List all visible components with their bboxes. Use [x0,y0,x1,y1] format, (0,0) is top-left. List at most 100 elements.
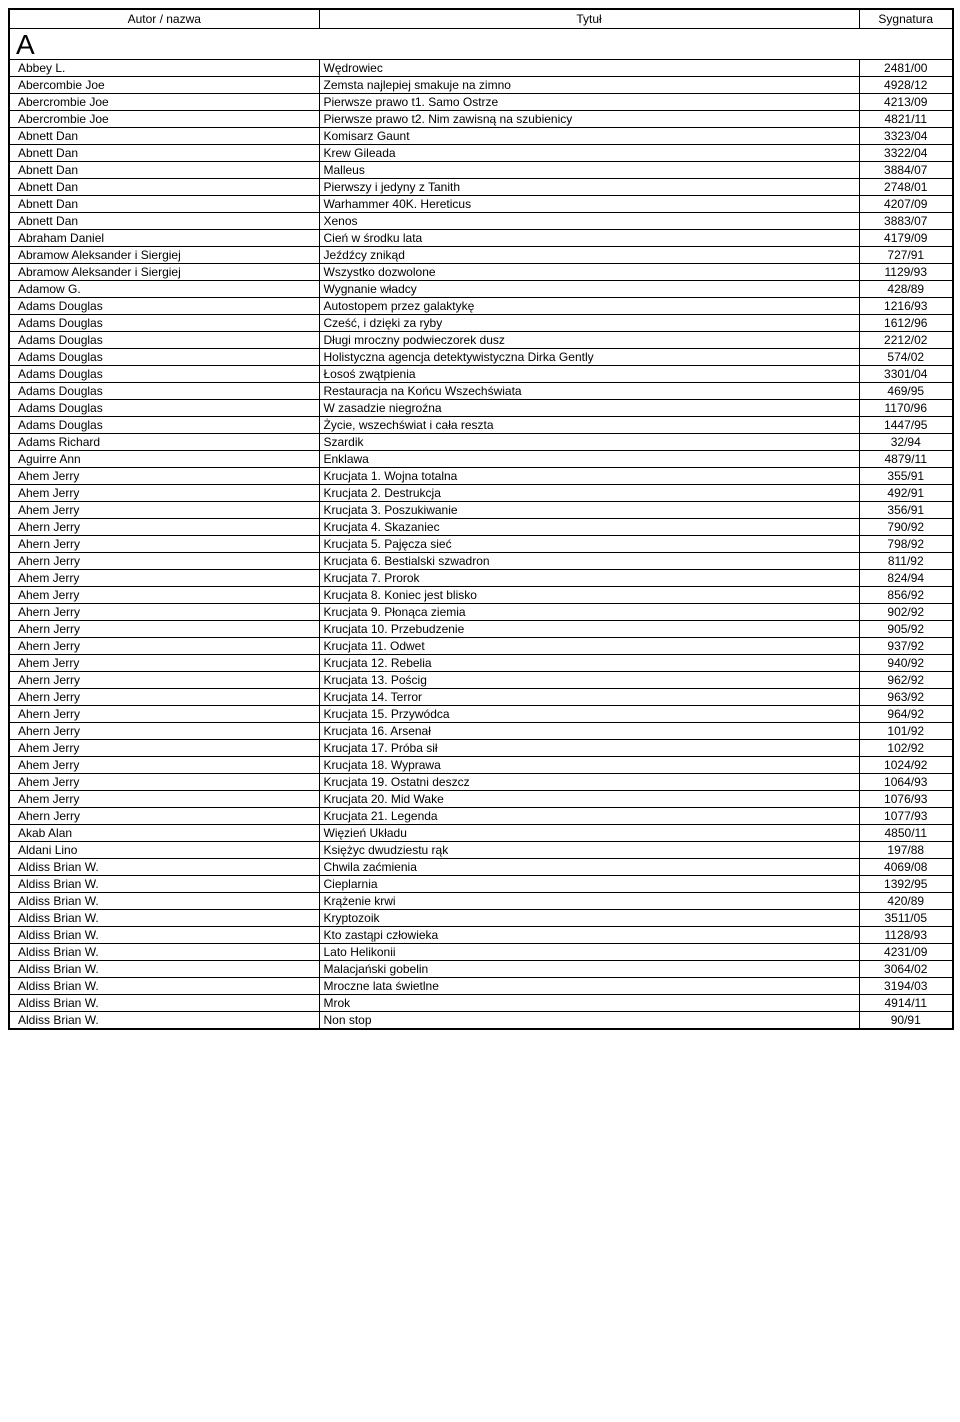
cell-signature: 420/89 [859,893,953,910]
table-row: Abramow Aleksander i SiergiejJeźdźcy zni… [9,247,953,264]
cell-author: Aldiss Brian W. [9,995,319,1012]
cell-author: Ahem Jerry [9,655,319,672]
cell-title: Pierwsze prawo t1. Samo Ostrze [319,94,859,111]
cell-signature: 3301/04 [859,366,953,383]
table-row: Abercrombie JoePierwsze prawo t2. Nim za… [9,111,953,128]
cell-title: Krucjata 17. Próba sił [319,740,859,757]
cell-title: Szardik [319,434,859,451]
table-row: Ahem JerryKrucjata 2. Destrukcja492/91 [9,485,953,502]
table-row: Aldiss Brian W.Kryptozoik3511/05 [9,910,953,927]
table-row: Abnett DanPierwszy i jedyny z Tanith2748… [9,179,953,196]
cell-signature: 4207/09 [859,196,953,213]
cell-author: Abercrombie Joe [9,111,319,128]
table-row: Ahern JerryKrucjata 10. Przebudzenie905/… [9,621,953,638]
table-row: Ahem JerryKrucjata 12. Rebelia940/92 [9,655,953,672]
cell-signature: 492/91 [859,485,953,502]
cell-signature: 3064/02 [859,961,953,978]
cell-signature: 964/92 [859,706,953,723]
cell-author: Abnett Dan [9,179,319,196]
cell-title: Wygnanie władcy [319,281,859,298]
table-row: Adams DouglasHolistyczna agencja detekty… [9,349,953,366]
table-row: Ahern JerryKrucjata 13. Pościg962/92 [9,672,953,689]
cell-signature: 1128/93 [859,927,953,944]
cell-title: Cień w środku lata [319,230,859,247]
cell-title: Non stop [319,1012,859,1030]
table-row: Ahem JerryKrucjata 7. Prorok824/94 [9,570,953,587]
cell-signature: 1076/93 [859,791,953,808]
cell-author: Abramow Aleksander i Siergiej [9,264,319,281]
cell-title: Krucjata 7. Prorok [319,570,859,587]
cell-signature: 4179/09 [859,230,953,247]
cell-signature: 469/95 [859,383,953,400]
cell-title: Zemsta najlepiej smakuje na zimno [319,77,859,94]
cell-signature: 574/02 [859,349,953,366]
cell-title: Lato Helikonii [319,944,859,961]
cell-title: Cześć, i dzięki za ryby [319,315,859,332]
cell-author: Ahern Jerry [9,621,319,638]
cell-author: Aguirre Ann [9,451,319,468]
table-row: Ahern JerryKrucjata 4. Skazaniec790/92 [9,519,953,536]
cell-signature: 3322/04 [859,145,953,162]
cell-author: Adams Douglas [9,417,319,434]
table-row: Aldiss Brian W.Lato Helikonii4231/09 [9,944,953,961]
table-row: Ahem JerryKrucjata 1. Wojna totalna355/9… [9,468,953,485]
table-row: Ahern JerryKrucjata 11. Odwet937/92 [9,638,953,655]
cell-author: Aldiss Brian W. [9,910,319,927]
header-author: Autor / nazwa [9,9,319,29]
cell-signature: 962/92 [859,672,953,689]
cell-title: Malacjański gobelin [319,961,859,978]
cell-author: Adams Douglas [9,366,319,383]
section-letter-row: A [9,29,953,60]
cell-title: Krucjata 15. Przywódca [319,706,859,723]
cell-signature: 902/92 [859,604,953,621]
table-row: Aldani LinoKsiężyc dwudziestu rąk197/88 [9,842,953,859]
header-title: Tytuł [319,9,859,29]
cell-author: Ahern Jerry [9,604,319,621]
table-row: Ahern JerryKrucjata 14. Terror963/92 [9,689,953,706]
cell-signature: 1129/93 [859,264,953,281]
cell-title: Krucjata 21. Legenda [319,808,859,825]
table-row: Abramow Aleksander i SiergiejWszystko do… [9,264,953,281]
cell-signature: 3511/05 [859,910,953,927]
cell-signature: 1612/96 [859,315,953,332]
cell-title: Enklawa [319,451,859,468]
cell-title: Krucjata 1. Wojna totalna [319,468,859,485]
table-row: Ahern JerryKrucjata 16. Arsenał101/92 [9,723,953,740]
cell-signature: 4821/11 [859,111,953,128]
cell-author: Adams Douglas [9,383,319,400]
cell-signature: 197/88 [859,842,953,859]
table-row: Ahem JerryKrucjata 19. Ostatni deszcz106… [9,774,953,791]
cell-signature: 790/92 [859,519,953,536]
table-row: Ahern JerryKrucjata 15. Przywódca964/92 [9,706,953,723]
cell-author: Abnett Dan [9,196,319,213]
cell-signature: 355/91 [859,468,953,485]
cell-author: Aldani Lino [9,842,319,859]
cell-signature: 1077/93 [859,808,953,825]
cell-title: Jeźdźcy znikąd [319,247,859,264]
cell-author: Adams Douglas [9,315,319,332]
cell-author: Ahern Jerry [9,553,319,570]
cell-author: Abnett Dan [9,128,319,145]
table-row: Adams DouglasRestauracja na Końcu Wszech… [9,383,953,400]
cell-signature: 856/92 [859,587,953,604]
cell-signature: 1447/95 [859,417,953,434]
cell-signature: 356/91 [859,502,953,519]
cell-title: Wędrowiec [319,60,859,77]
cell-title: Chwila zaćmienia [319,859,859,876]
table-row: Adams DouglasŁosoś zwątpienia3301/04 [9,366,953,383]
section-letter: A [16,29,35,60]
cell-title: Krucjata 3. Poszukiwanie [319,502,859,519]
table-row: Aldiss Brian W.Mrok4914/11 [9,995,953,1012]
cell-signature: 3883/07 [859,213,953,230]
cell-author: Ahern Jerry [9,638,319,655]
cell-signature: 1392/95 [859,876,953,893]
table-row: Abnett DanKomisarz Gaunt3323/04 [9,128,953,145]
cell-author: Abnett Dan [9,213,319,230]
cell-author: Abnett Dan [9,145,319,162]
cell-author: Ahem Jerry [9,468,319,485]
cell-author: Ahem Jerry [9,485,319,502]
table-row: Adams DouglasAutostopem przez galaktykę1… [9,298,953,315]
cell-title: Kryptozoik [319,910,859,927]
cell-signature: 905/92 [859,621,953,638]
cell-title: Krucjata 18. Wyprawa [319,757,859,774]
